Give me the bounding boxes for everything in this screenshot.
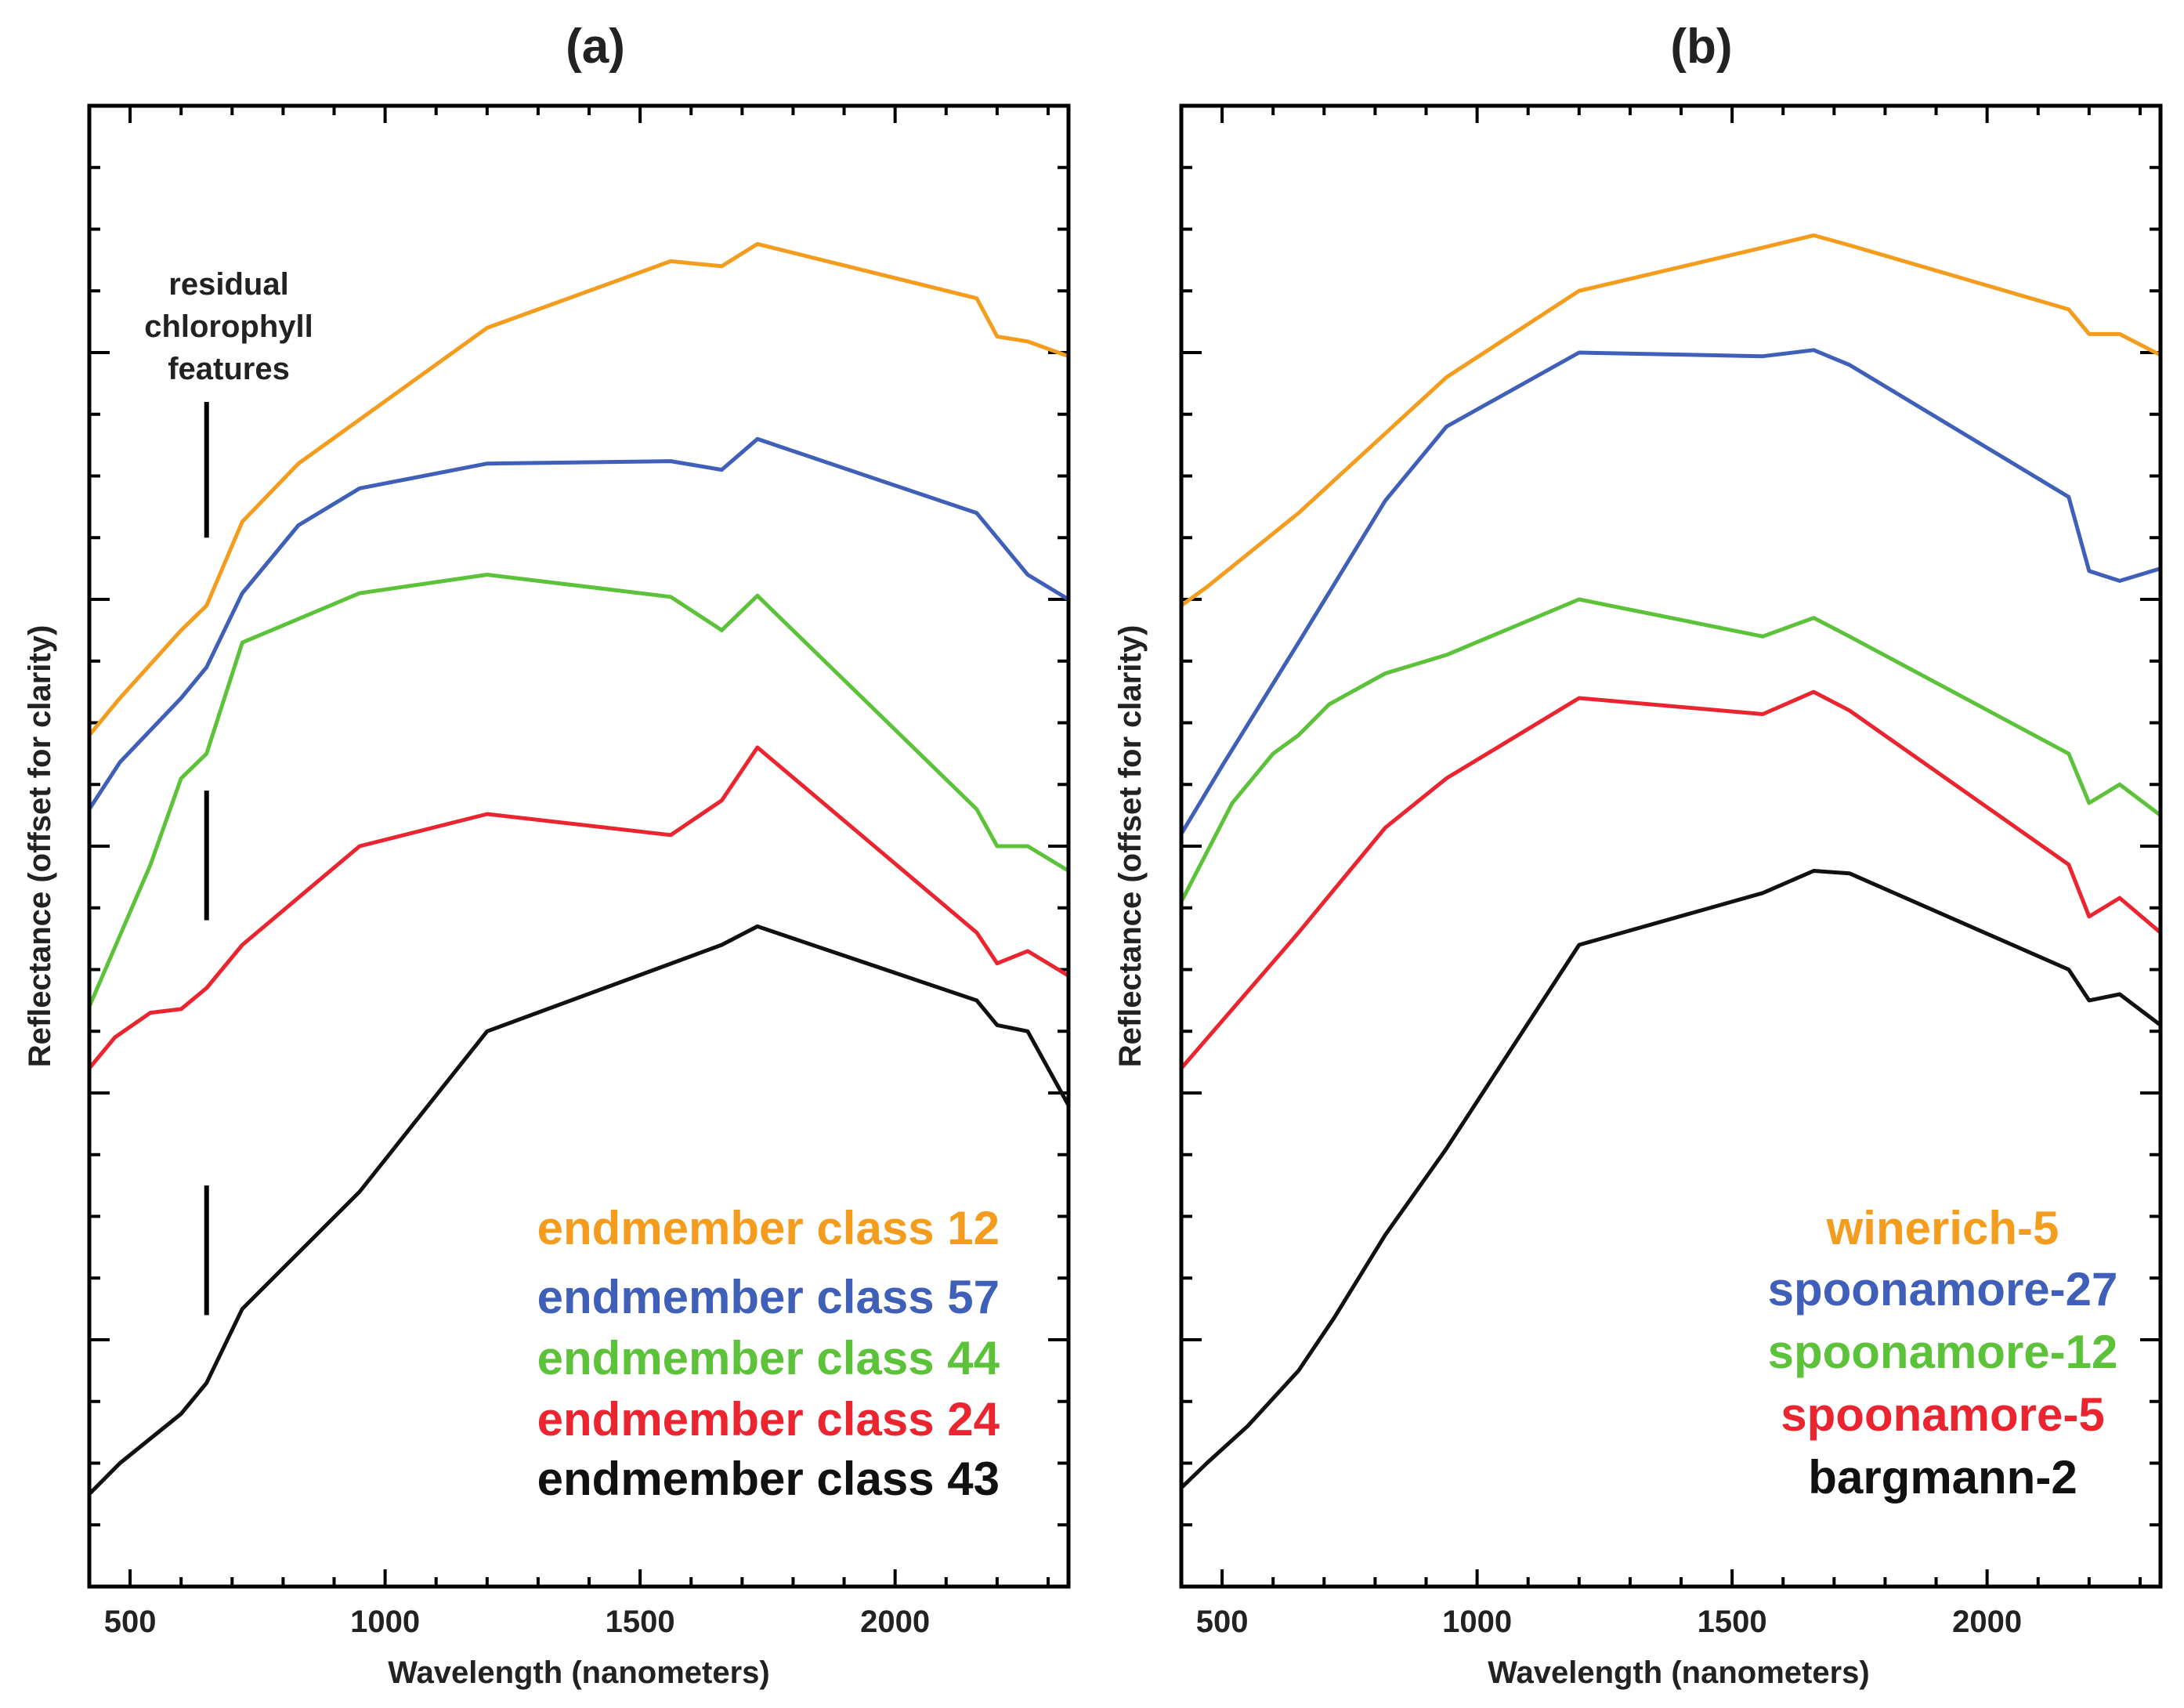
- panel-b: (b) 500 1000 1500 2000 Wavelength (nanomete…: [1113, 20, 2163, 1690]
- panel-a-ticks: 500 1000 1500 2000: [89, 106, 1068, 1639]
- legend-endmember-class-43: endmember class 43: [537, 1453, 1000, 1505]
- panel-a-y-axis-label: Reflectance (offset for clarity): [23, 625, 57, 1068]
- panel-b-plot-frame: [1179, 103, 2163, 1589]
- legend-endmember-class-12: endmember class 12: [537, 1202, 1000, 1254]
- series-line-endmember-class-24: [87, 745, 1071, 1070]
- series-line-endmember-class-44: [87, 573, 1071, 1009]
- legend-endmember-class-24: endmember class 24: [537, 1393, 1000, 1446]
- panel-a-x-axis-label: Wavelength (nanometers): [388, 1656, 769, 1690]
- annotation-line-features: features: [168, 352, 290, 386]
- panel-b-x-tick-label: 1000: [1442, 1605, 1512, 1639]
- legend-bargmann-2: bargmann-2: [1808, 1451, 2077, 1504]
- legend-endmember-class-57: endmember class 57: [537, 1271, 1000, 1323]
- series-line-endmember-class-43: [87, 924, 1071, 1496]
- panel-b-x-tick-label: 1500: [1698, 1605, 1767, 1639]
- annotation-line-chlorophyll: chlorophyll: [144, 309, 313, 344]
- panel-a-series: [87, 241, 1071, 1496]
- panel-b-x-axis-label: Wavelength (nanometers): [1488, 1656, 1869, 1690]
- series-line-winerich-5: [1179, 233, 2163, 608]
- annotation-line-residual: residual: [168, 267, 288, 302]
- legend-endmember-class-44: endmember class 44: [537, 1332, 1000, 1384]
- panel-b-legend: winerich-5 spoonamore-27 spoonamore-12 s…: [1768, 1202, 2118, 1504]
- series-line-spoonamore-27: [1179, 348, 2163, 836]
- panel-b-title: (b): [1670, 20, 1732, 74]
- series-line-spoonamore-12: [1179, 597, 2163, 904]
- series-line-spoonamore-5: [1179, 689, 2163, 1070]
- panel-a-x-tick-label: 500: [104, 1605, 157, 1639]
- series-line-bargmann-2: [1179, 869, 2163, 1490]
- panel-b-series: [1179, 233, 2163, 1490]
- legend-spoonamore-12: spoonamore-12: [1768, 1326, 2118, 1378]
- series-line-endmember-class-12: [87, 241, 1071, 737]
- panel-a-x-tick-label: 1000: [350, 1605, 420, 1639]
- panel-a-legend: endmember class 12 endmember class 57 en…: [537, 1202, 1000, 1505]
- panel-a-plot-frame: [87, 103, 1071, 1589]
- panel-a-title: (a): [566, 20, 625, 74]
- panel-b-x-tick-label: 500: [1196, 1605, 1249, 1639]
- panel-b-x-tick-label: 2000: [1952, 1605, 2022, 1639]
- panel-a: (a) 500 1000 1500 2000 Wavelength (nanomete…: [23, 20, 1071, 1690]
- legend-spoonamore-5: spoonamore-5: [1781, 1388, 2104, 1441]
- legend-winerich-5: winerich-5: [1826, 1202, 2059, 1254]
- panel-a-x-tick-label: 2000: [860, 1605, 930, 1639]
- panel-b-y-axis-label: Reflectance (offset for clarity): [1113, 625, 1148, 1068]
- legend-spoonamore-27: spoonamore-27: [1768, 1263, 2118, 1315]
- series-line-endmember-class-57: [87, 436, 1071, 812]
- panel-a-x-tick-label: 1500: [606, 1605, 675, 1639]
